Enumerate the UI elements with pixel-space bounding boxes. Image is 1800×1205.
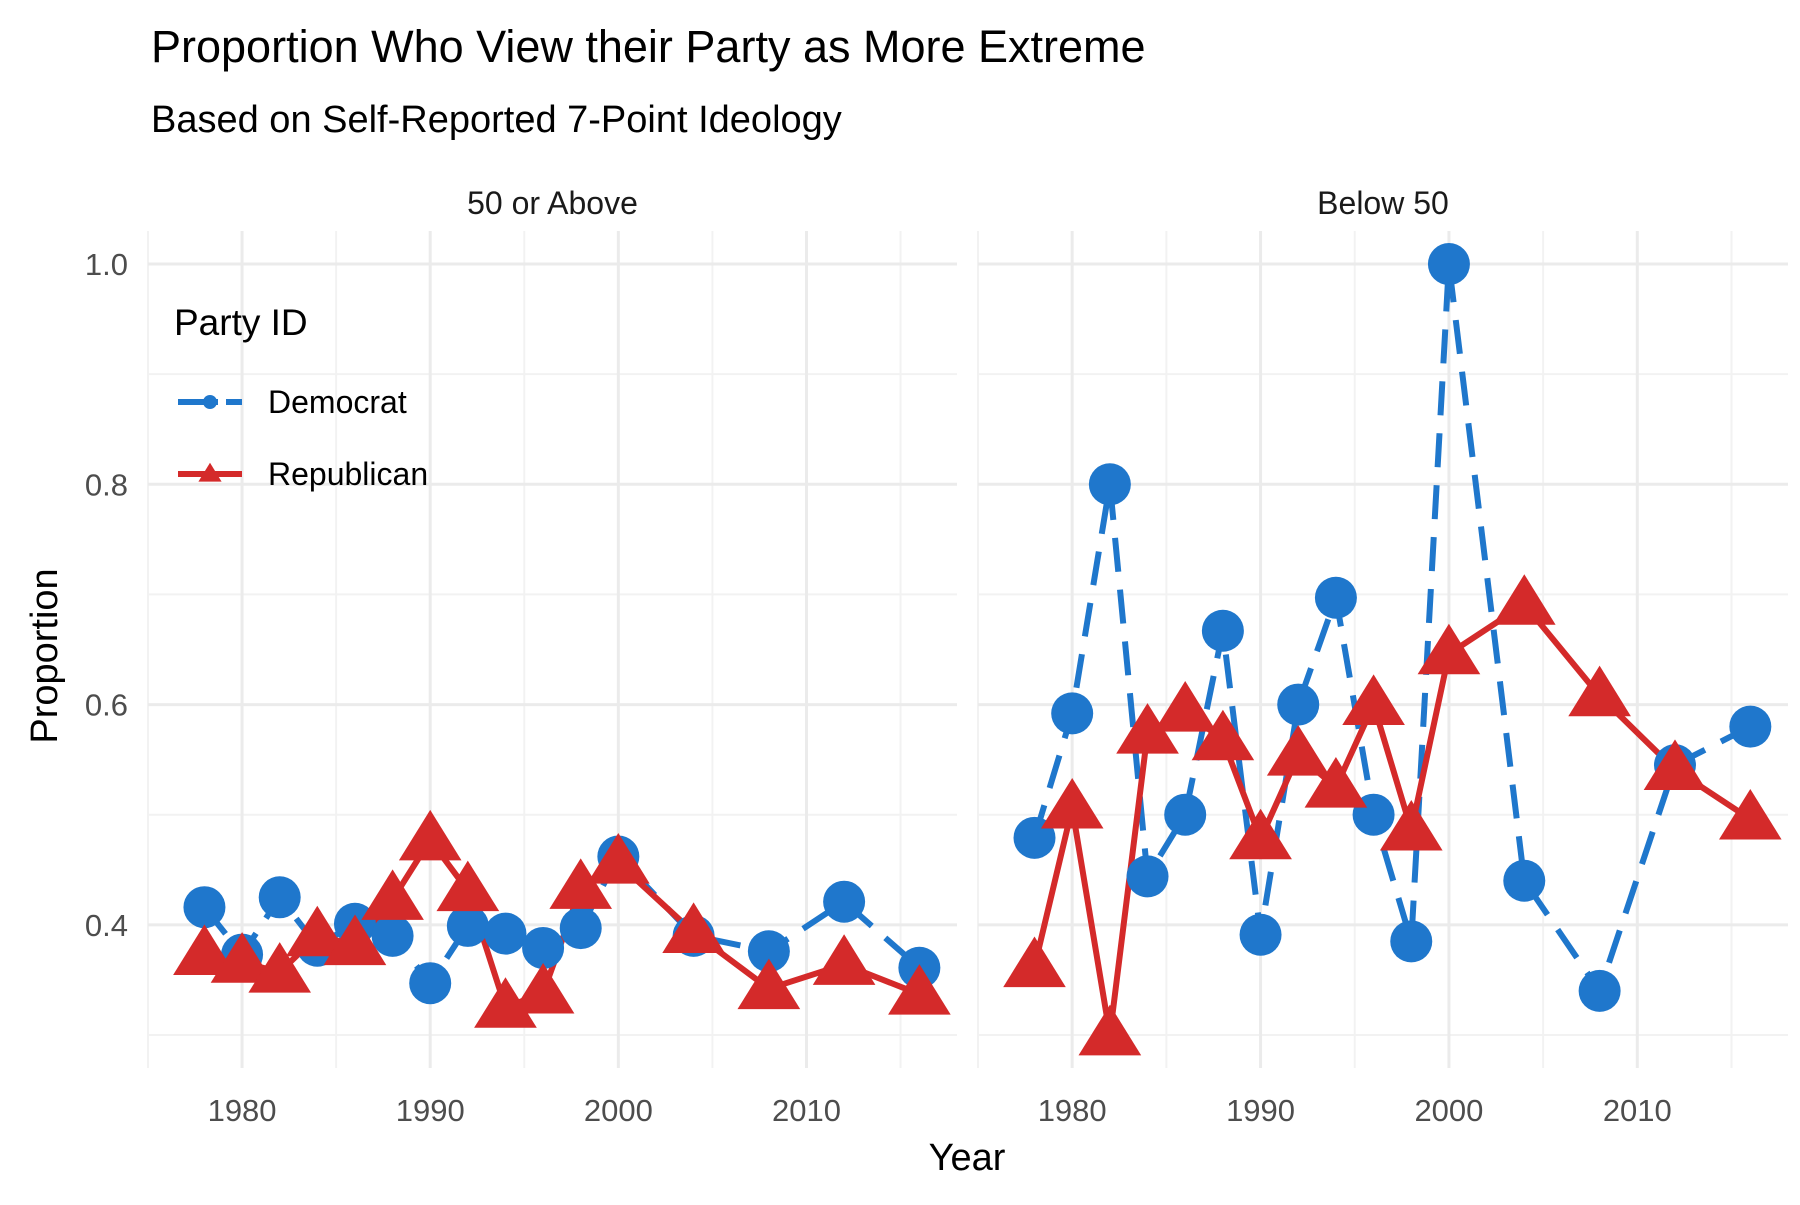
data-point-democrat	[1277, 683, 1320, 726]
data-point-republican	[1568, 665, 1631, 717]
data-point-democrat	[183, 886, 226, 929]
data-point-republican	[1116, 703, 1179, 754]
legend: Party ID Democrat Republican	[174, 302, 428, 492]
series-line-democrat	[1031, 261, 1752, 994]
data-point-democrat	[1201, 609, 1244, 652]
data-point-republican	[248, 942, 311, 993]
x-tick-label: 1990	[1226, 1093, 1295, 1128]
data-point-republican	[1078, 1004, 1142, 1056]
x-tick-label: 1990	[396, 1093, 465, 1128]
x-tick-label: 1980	[1038, 1093, 1107, 1128]
data-point-republican	[1229, 808, 1292, 860]
legend-label-republican: Republican	[268, 456, 428, 492]
data-point-democrat	[1427, 243, 1470, 286]
data-point-democrat	[1051, 692, 1094, 735]
data-point-democrat	[1503, 859, 1546, 902]
data-point-republican	[361, 869, 424, 920]
y-axis-label: Proportion	[24, 568, 66, 743]
data-point-republican	[888, 964, 951, 1015]
data-point-democrat	[823, 880, 866, 923]
data-point-republican	[1003, 936, 1066, 988]
x-axis-label: Year	[929, 1137, 1006, 1179]
data-point-democrat	[1126, 855, 1169, 898]
data-point-republican	[1493, 574, 1556, 625]
chart-subtitle: Based on Self-Reported 7-Point Ideology	[151, 99, 842, 141]
data-point-republican	[1191, 709, 1255, 761]
data-point-democrat	[1729, 705, 1772, 748]
data-point-republican	[474, 977, 537, 1028]
data-point-democrat	[1314, 576, 1357, 619]
data-point-republican	[436, 860, 500, 912]
data-point-republican	[1417, 623, 1481, 675]
data-point-republican	[662, 902, 725, 953]
data-point-republican	[286, 905, 349, 957]
facet-label: 50 or Above	[467, 185, 638, 221]
data-point-republican	[173, 924, 236, 975]
data-point-republican	[1342, 674, 1405, 725]
data-point-republican	[1379, 800, 1443, 851]
x-tick-label: 2010	[772, 1093, 841, 1128]
data-point-democrat	[258, 876, 301, 919]
data-point-democrat	[446, 904, 489, 947]
panel-1: 50 or Above 1980 1990 2000 2010 0.4 0.6 0.8 1.0	[85, 185, 957, 1128]
data-point-democrat	[522, 926, 565, 969]
data-point-republican	[1266, 725, 1330, 776]
x-tick-label: 2010	[1603, 1093, 1672, 1128]
data-point-republican	[1719, 789, 1782, 840]
y-tick-label: 1.0	[85, 247, 128, 282]
data-point-republican	[1153, 681, 1217, 732]
data-point-democrat	[371, 914, 414, 957]
legend-key-marker-republican	[198, 462, 222, 482]
data-point-republican	[398, 809, 462, 861]
data-point-republican	[549, 858, 612, 909]
panel-2: Below 50 1980 1990 2000 2010	[977, 185, 1788, 1128]
legend-label-democrat: Democrat	[268, 384, 407, 420]
facet-label: Below 50	[1317, 185, 1449, 221]
data-point-democrat	[409, 962, 452, 1005]
panels-layer: 50 or Above 1980 1990 2000 2010 0.4 0.6 0.8 1.0 B…	[85, 185, 1788, 1128]
data-point-republican	[1304, 757, 1368, 808]
legend-key-marker-democrat	[203, 395, 217, 409]
data-point-democrat	[1164, 793, 1207, 836]
y-tick-label: 0.8	[85, 467, 128, 502]
x-tick-label: 2000	[1414, 1093, 1483, 1128]
y-tick-label: 0.4	[85, 908, 128, 943]
data-point-democrat	[1088, 463, 1131, 506]
data-point-republican	[737, 958, 801, 1010]
x-tick-label: 2000	[584, 1093, 653, 1128]
chart-title: Proportion Who View their Party as More …	[151, 21, 1146, 72]
data-point-democrat	[1239, 913, 1282, 956]
data-point-republican	[1040, 778, 1104, 829]
data-point-democrat	[1578, 969, 1621, 1012]
data-point-republican	[323, 914, 387, 966]
data-point-republican	[587, 833, 650, 884]
data-point-republican	[1643, 739, 1707, 790]
legend-title: Party ID	[174, 302, 308, 343]
data-point-republican	[812, 934, 876, 985]
data-point-democrat	[559, 907, 602, 950]
y-tick-label: 0.6	[85, 688, 128, 723]
data-point-democrat	[484, 912, 527, 955]
data-point-democrat	[747, 930, 790, 973]
data-point-democrat	[1390, 920, 1433, 963]
x-tick-label: 1980	[208, 1093, 277, 1128]
data-point-republican	[511, 963, 575, 1014]
data-point-republican	[210, 932, 274, 983]
